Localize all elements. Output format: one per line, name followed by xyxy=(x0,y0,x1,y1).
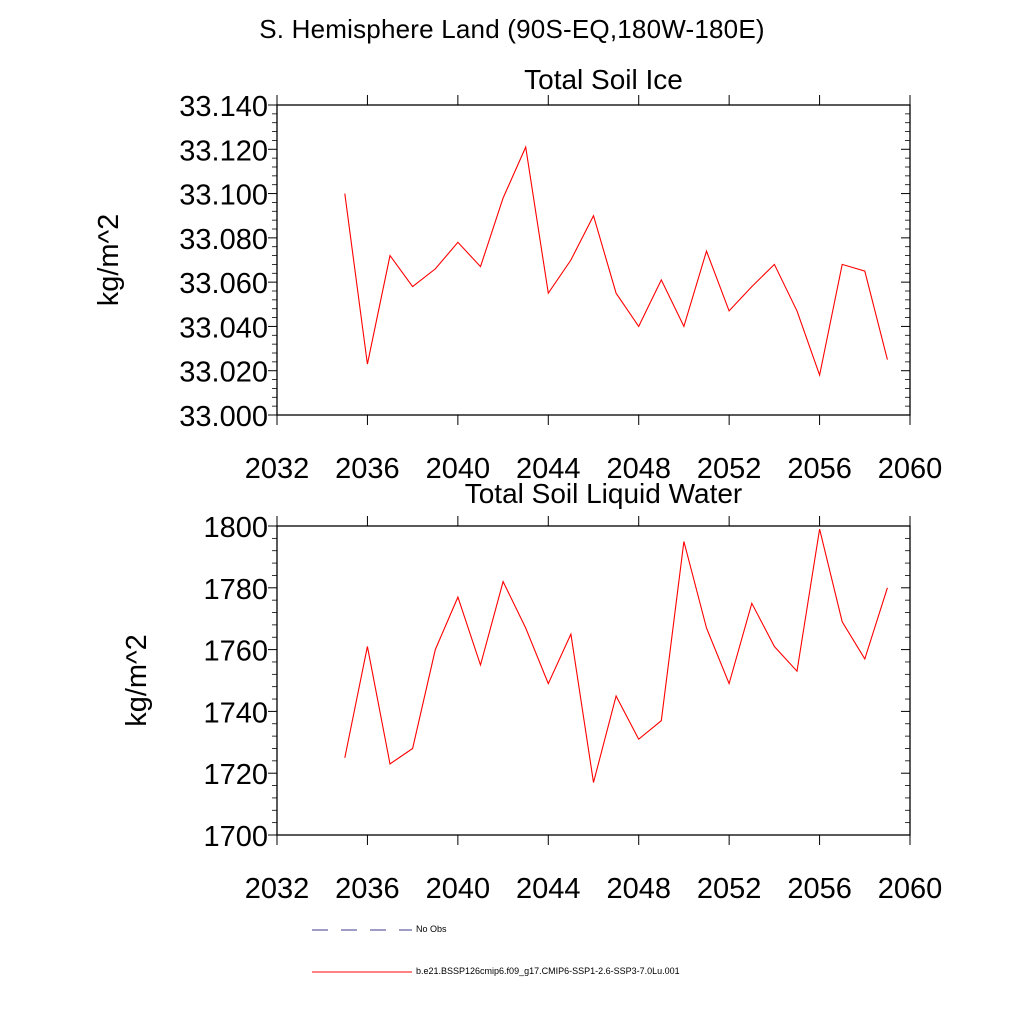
x-tick-label: 2048 xyxy=(606,873,671,905)
y-tick-label: 33.060 xyxy=(179,268,268,300)
plot-frame xyxy=(276,525,911,836)
y-tick-label: 1780 xyxy=(203,574,268,606)
x-tick-label: 2044 xyxy=(516,453,581,485)
x-tick-label: 2036 xyxy=(335,873,400,905)
series-line xyxy=(344,145,888,378)
y-tick-label: 1740 xyxy=(203,697,268,729)
y-tick-label: 33.080 xyxy=(179,224,268,256)
chart-title: Total Soil Ice xyxy=(524,64,683,95)
y-tick-label: 33.020 xyxy=(179,357,268,389)
x-tick-label: 2052 xyxy=(697,453,762,485)
x-tick-label: 2036 xyxy=(335,453,400,485)
y-tick-label: 33.000 xyxy=(179,401,268,433)
x-tick-label: 2060 xyxy=(878,873,943,905)
chart-panel-1: Total Soil Ice kg/m^2 33.000 33.020 33.040 33… xyxy=(93,64,942,485)
legend-swatch-obs xyxy=(312,929,412,931)
y-tick-label: 33.140 xyxy=(179,91,268,123)
y-axis-label: kg/m^2 xyxy=(93,214,125,307)
x-tick-label: 2032 xyxy=(245,453,310,485)
legend-swatch-series xyxy=(312,971,412,973)
y-tick-label: 33.100 xyxy=(179,180,268,212)
y-tick-label: 1720 xyxy=(203,759,268,791)
legend-label-series: b.e21.BSSP126cmip6.f09_g17.CMIP6-SSP1-2.… xyxy=(416,966,680,976)
x-tick-label: 2060 xyxy=(878,453,943,485)
y-tick-label: 33.040 xyxy=(179,312,268,344)
y-tick-label: 1800 xyxy=(203,512,268,544)
x-tick-label: 2048 xyxy=(606,453,671,485)
x-tick-label: 2032 xyxy=(245,873,310,905)
legend-label-obs: No Obs xyxy=(416,924,447,934)
x-tick-label: 2052 xyxy=(697,873,762,905)
y-tick-label: 33.120 xyxy=(179,135,268,167)
series-line xyxy=(344,528,888,783)
page-title: S. Hemisphere Land (90S-EQ,180W-180E) xyxy=(259,14,765,44)
plot-frame xyxy=(276,104,911,416)
y-axis-label: kg/m^2 xyxy=(121,634,153,727)
x-tick-label: 2040 xyxy=(426,453,491,485)
x-tick-label: 2040 xyxy=(426,873,491,905)
x-tick-label: 2056 xyxy=(787,453,852,485)
x-tick-label: 2056 xyxy=(787,873,852,905)
x-tick-label: 2044 xyxy=(516,873,581,905)
chart-panel-2: Total Soil Liquid Water kg/m^2 1700 1720 174… xyxy=(121,478,942,905)
y-tick-label: 1700 xyxy=(203,821,268,853)
y-tick-label: 1760 xyxy=(203,636,268,668)
chart-title: Total Soil Liquid Water xyxy=(465,478,743,509)
